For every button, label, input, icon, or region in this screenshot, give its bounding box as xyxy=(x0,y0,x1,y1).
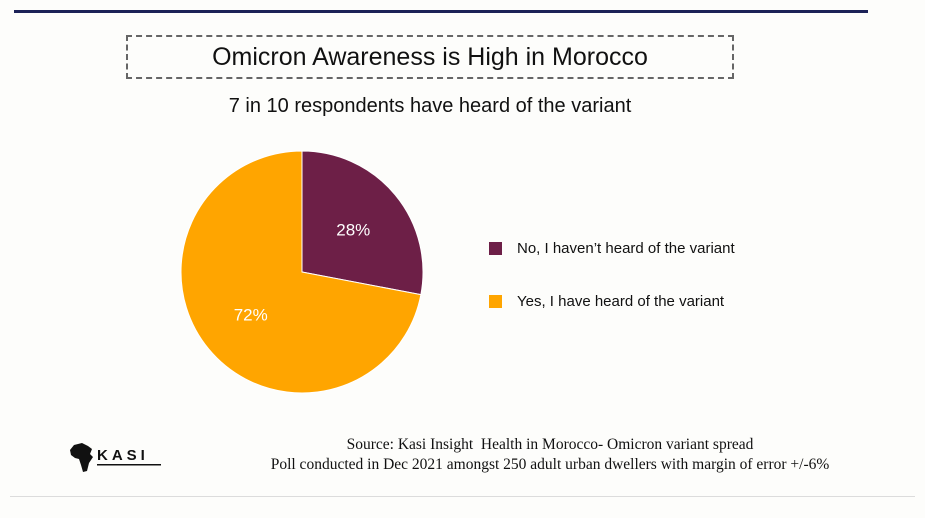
chart-legend: No, I haven’t heard of the variant Yes, … xyxy=(489,238,735,344)
kasi-logo: KASI xyxy=(70,443,161,472)
data-label-no: 28% xyxy=(336,221,370,240)
data-label-yes: 72% xyxy=(234,305,268,324)
legend-swatch-no xyxy=(489,241,502,255)
legend-item-no: No, I haven’t heard of the variant xyxy=(489,238,735,258)
legend-item-yes: Yes, I have heard of the variant xyxy=(489,291,735,311)
poll-line: Poll conducted in Dec 2021 amongst 250 a… xyxy=(270,456,830,473)
legend-label-yes: Yes, I have heard of the variant xyxy=(517,292,725,310)
top-rule xyxy=(14,10,868,13)
pie-chart: 28% 72% xyxy=(180,150,424,394)
chart-title: Omicron Awareness is High in Morocco xyxy=(212,42,648,71)
legend-swatch-yes xyxy=(489,294,502,308)
source-line: Source: Kasi Insight Health in Morocco- … xyxy=(346,436,754,453)
logo-text: KASI xyxy=(97,447,149,464)
legend-label-no: No, I haven’t heard of the variant xyxy=(517,239,735,257)
pie-slice-yes xyxy=(180,150,422,394)
pie-slice-no xyxy=(301,150,424,296)
chart-subtitle: 7 in 10 respondents have heard of the va… xyxy=(228,95,632,117)
bottom-rule xyxy=(10,496,915,497)
africa-map-icon xyxy=(70,443,93,472)
chart-title-box: Omicron Awareness is High in Morocco xyxy=(126,35,734,79)
source-note: Source: Kasi Insight Health in Morocco- … xyxy=(220,435,880,475)
